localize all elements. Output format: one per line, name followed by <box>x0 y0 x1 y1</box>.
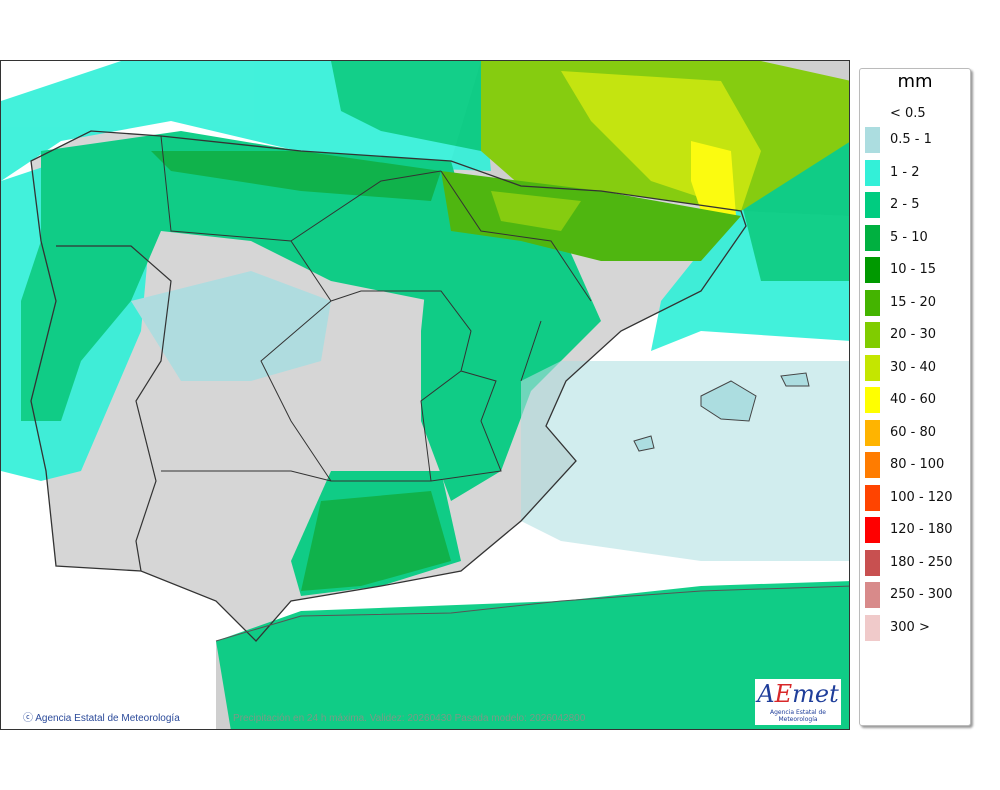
legend-swatch <box>865 517 880 543</box>
legend-item: 5 - 10 <box>860 221 970 254</box>
legend-swatch <box>865 159 880 186</box>
region-borders <box>160 135 592 482</box>
legend-swatch <box>865 322 880 348</box>
legend-swatch <box>865 127 880 153</box>
africa-coast <box>215 585 849 642</box>
legend-swatch <box>865 419 880 446</box>
legend-swatch <box>865 387 880 413</box>
legend-unit: mm <box>897 71 933 92</box>
legend-item: 300 > <box>860 611 970 644</box>
menorca <box>780 372 810 387</box>
legend-swatch <box>865 452 880 478</box>
legend-item: 40 - 60 <box>860 383 970 416</box>
map-caption: Precipitación en 24 h máxima. Validez: 2… <box>233 713 586 724</box>
legend-item: 15 - 20 <box>860 286 970 319</box>
legend-swatch <box>865 289 880 316</box>
legend-label: 15 - 20 <box>890 294 937 310</box>
legend-swatch <box>865 484 880 511</box>
legend-swatch <box>865 224 880 251</box>
legend-label: 30 - 40 <box>890 359 937 375</box>
legend-item: 80 - 100 <box>860 448 970 481</box>
map-canvas <box>1 61 849 729</box>
legend-label: 0.5 - 1 <box>890 132 932 147</box>
legend-label: 20 - 30 <box>890 327 937 342</box>
mallorca <box>700 380 757 422</box>
legend-label: 2 - 5 <box>890 197 920 212</box>
legend-item: 20 - 30 <box>860 318 970 351</box>
legend-label: 300 > <box>890 619 930 635</box>
legend-label: 10 - 15 <box>890 262 937 277</box>
legend-swatch <box>865 257 880 283</box>
legend-label: 120 - 180 <box>890 522 953 537</box>
legend-item: 2 - 5 <box>860 188 970 221</box>
legend-label: < 0.5 <box>890 106 926 121</box>
legend-item: 120 - 180 <box>860 513 970 546</box>
legend: mm < 0.5 0.5 - 1 1 - 2 2 - 5 5 - 10 10 - 15 15… <box>859 68 971 726</box>
logo-subtext: Agencia Estatal de Meteorología <box>769 709 826 723</box>
aemet-logo: AEmet Agencia Estatal de Meteorología <box>755 679 841 725</box>
legend-swatch <box>865 354 880 381</box>
precipitation-map[interactable]: ⓒ Agencia Estatal de Meteorología Precip… <box>0 60 850 730</box>
ibiza <box>633 435 655 452</box>
legend-swatch <box>865 549 880 576</box>
legend-label: 40 - 60 <box>890 392 937 407</box>
legend-item: 250 - 300 <box>860 578 970 611</box>
legend-label: 60 - 80 <box>890 424 937 440</box>
legend-label: 100 - 120 <box>890 489 953 505</box>
credit-text: ⓒ Agencia Estatal de Meteorología <box>23 713 180 724</box>
legend-item: 180 - 250 <box>860 546 970 579</box>
legend-swatch <box>865 614 880 641</box>
legend-item: 10 - 15 <box>860 253 970 286</box>
precip-layer <box>1 61 849 729</box>
legend-label: 5 - 10 <box>890 229 928 245</box>
coastline <box>30 130 747 642</box>
legend-label: 80 - 100 <box>890 457 945 472</box>
legend-items: < 0.5 0.5 - 1 1 - 2 2 - 5 5 - 10 10 - 15 15 - … <box>860 97 970 643</box>
legend-item: 60 - 80 <box>860 416 970 449</box>
legend-item: 100 - 120 <box>860 481 970 514</box>
portugal-border <box>56 245 172 572</box>
logo-wordmark: AEmet <box>757 680 839 708</box>
legend-item: 30 - 40 <box>860 351 970 384</box>
legend-label: 250 - 300 <box>890 587 953 602</box>
credit-label: Agencia Estatal de Meteorología <box>35 713 180 724</box>
legend-swatch <box>865 582 880 608</box>
legend-item: < 0.5 <box>860 97 970 123</box>
legend-label: 180 - 250 <box>890 554 953 570</box>
legend-item: 0.5 - 1 <box>860 123 970 156</box>
legend-label: 1 - 2 <box>890 164 920 180</box>
legend-swatch <box>865 192 880 218</box>
legend-item: 1 - 2 <box>860 156 970 189</box>
